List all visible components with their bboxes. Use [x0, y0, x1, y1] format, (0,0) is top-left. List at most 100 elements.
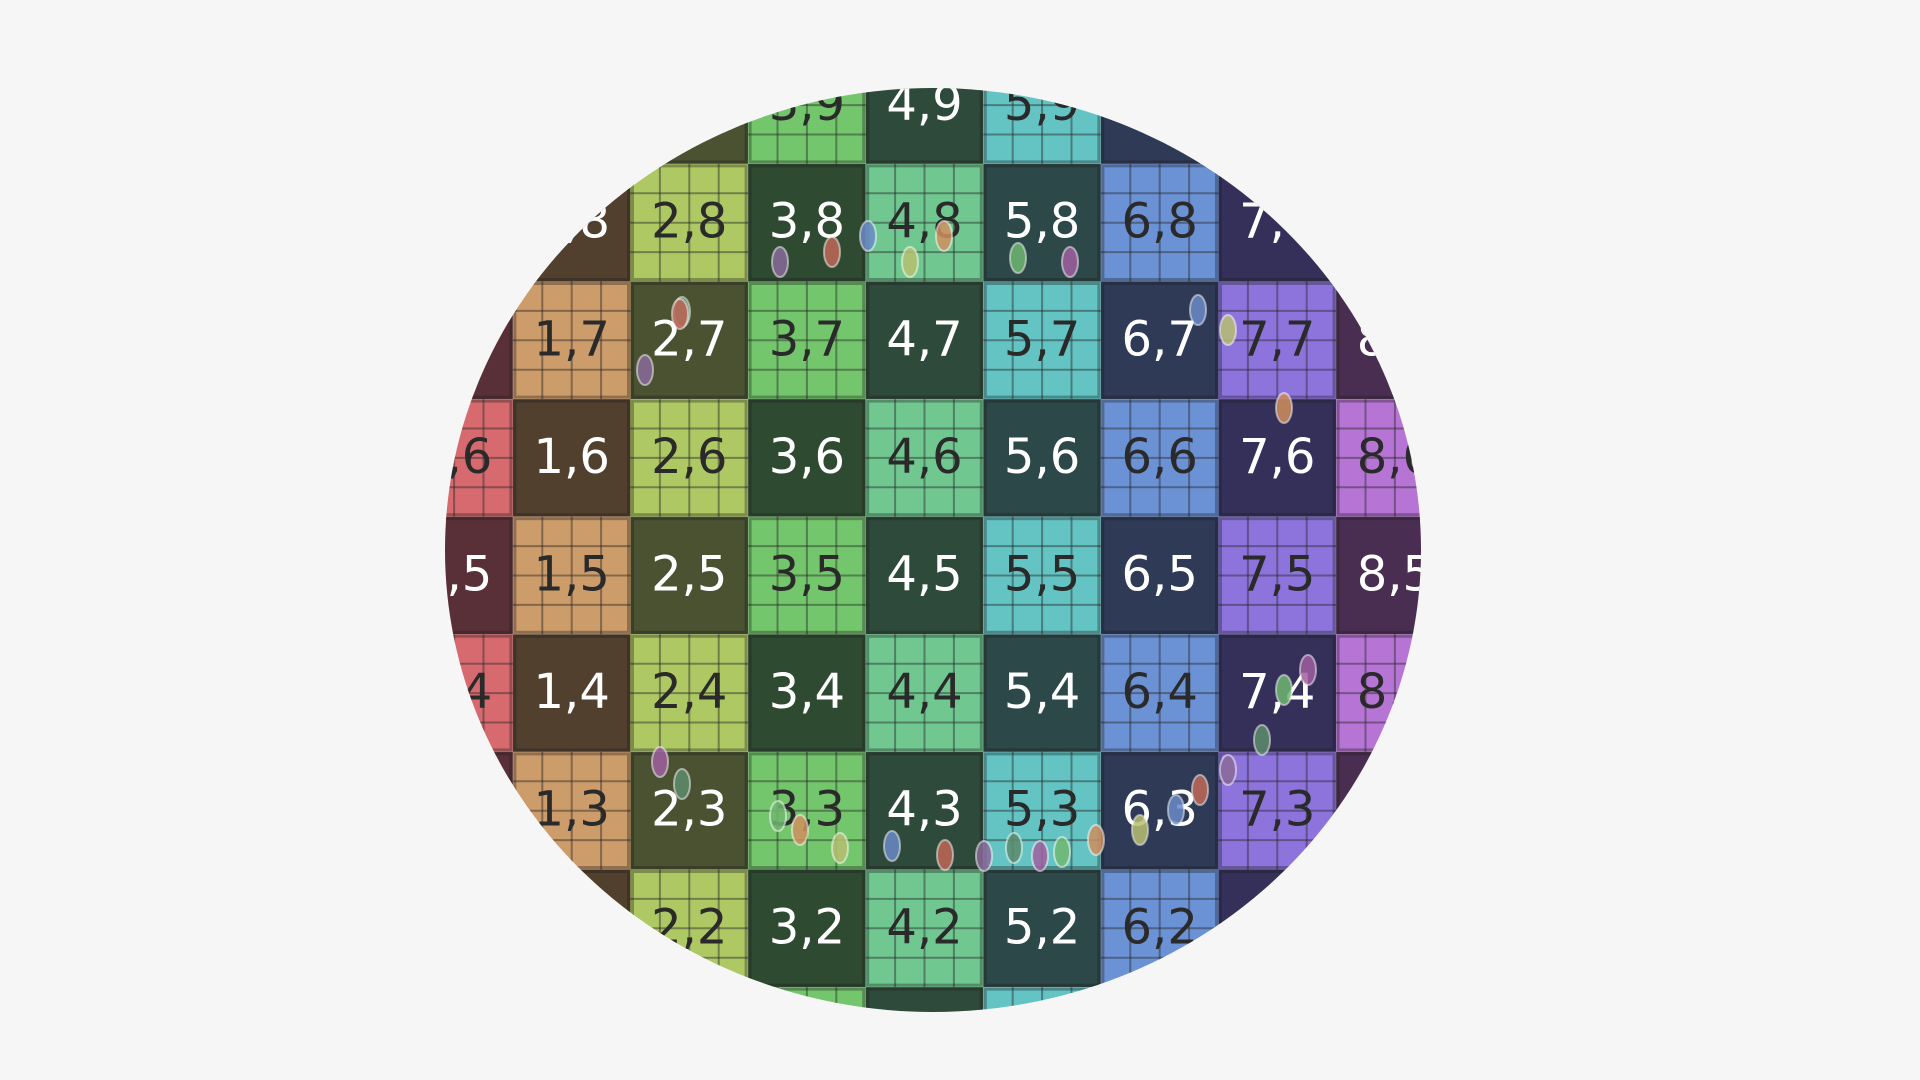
tile-label: 0,4: [416, 664, 492, 720]
tile: [630, 751, 749, 870]
droplet: [831, 832, 849, 864]
tile-border: [631, 987, 748, 1012]
tile-label: 8,6: [1357, 429, 1433, 485]
tile-border: [983, 282, 1101, 399]
tile: [748, 163, 866, 282]
tile-label: 5,8: [1004, 194, 1080, 250]
tile-border: [1219, 282, 1336, 399]
tile-label: 3,9: [769, 76, 845, 132]
tile-border: [513, 517, 631, 634]
tile-border: [1101, 634, 1219, 752]
tile-border: [1219, 987, 1336, 1012]
tile-border: [1101, 399, 1219, 517]
tile-label: 1,3: [534, 782, 610, 838]
tile: [512, 163, 631, 282]
tile: [512, 987, 631, 1012]
tile: [630, 399, 749, 517]
tile-border: [513, 634, 631, 752]
tile: [1100, 516, 1219, 635]
tile-border: [866, 282, 983, 399]
tile: [1336, 88, 1421, 164]
tile-border: [866, 88, 983, 164]
tile: [1218, 516, 1337, 635]
tile: [748, 869, 866, 988]
tile-border: [1101, 164, 1219, 281]
tile: [513, 0, 631, 46]
droplet: [883, 830, 901, 862]
droplet: [771, 246, 789, 278]
tile-label: 4,2: [886, 899, 962, 955]
tile: [1336, 869, 1421, 988]
tile: [983, 399, 1101, 517]
tile: [630, 163, 749, 282]
tile-border: [748, 399, 866, 517]
tile-label: 1,7: [534, 311, 610, 367]
tile-border: [631, 752, 748, 870]
tile: [512, 88, 631, 164]
tile-label: 6,6: [1122, 429, 1198, 485]
droplet: [935, 220, 953, 252]
droplet: [651, 746, 669, 778]
tile: [865, 869, 984, 988]
tile-border: [445, 987, 513, 1012]
tile-border: [1336, 870, 1421, 987]
droplet: [1219, 314, 1237, 346]
tile-label: 3,5: [769, 547, 845, 603]
tile-label: 4,4: [886, 664, 962, 720]
tile-label: 8,7: [1357, 311, 1433, 367]
tile-border: [631, 399, 748, 517]
droplet: [859, 220, 877, 252]
tile: [395, 0, 513, 46]
droplet: [1275, 392, 1293, 424]
tile-border: [445, 517, 513, 634]
tile-label: 6,4: [1122, 664, 1198, 720]
tile-border: [445, 870, 513, 987]
tile-border: [748, 282, 866, 399]
tile: [1218, 869, 1337, 988]
textured-disc: 3,9 4,9 5,91,8 2,8 3,8 4,8 5,8 6,8 7,81,7 2,7 3,7 4…: [395, 0, 1433, 1012]
tile-border: [1219, 752, 1336, 870]
tile-label: 6,2: [1122, 899, 1198, 955]
tile-border: [1101, 282, 1219, 399]
tile-border: [1336, 399, 1421, 517]
tile-label: 5,9: [1004, 76, 1080, 132]
tile: [748, 399, 866, 517]
tile-label: 3,4: [769, 664, 845, 720]
tile-label: 8,4: [1357, 664, 1433, 720]
droplet: [975, 840, 993, 872]
tile-label: 0,5: [416, 547, 492, 603]
tile: [1218, 88, 1337, 164]
tile: [983, 0, 1101, 46]
tile: [748, 987, 866, 1012]
tile-border: [983, 987, 1101, 1012]
tile-border: [748, 870, 866, 987]
tile-border: [513, 88, 631, 164]
tile-border: [631, 517, 748, 634]
tile: [983, 516, 1101, 635]
tile: [865, 163, 984, 282]
tile-label: 5,2: [1004, 899, 1080, 955]
tile: [445, 869, 513, 988]
tile-border: [445, 752, 513, 870]
tile-label: 2,4: [651, 664, 727, 720]
tile: [445, 987, 513, 1012]
tile-border: [1101, 517, 1219, 634]
tile-label: 2,5: [651, 547, 727, 603]
tile-label: 5,4: [1004, 664, 1080, 720]
droplet: [1189, 294, 1207, 326]
tile: [983, 281, 1101, 400]
tile-label: 5,3: [1004, 782, 1080, 838]
tile-label: 4,9: [886, 76, 962, 132]
tile-border: [631, 282, 748, 399]
droplet: [769, 800, 787, 832]
tile-label: 2,8: [651, 194, 727, 250]
tile-label: 4,3: [886, 782, 962, 838]
droplet: [1219, 754, 1237, 786]
tile: [1218, 281, 1337, 400]
tile-border: [1101, 987, 1219, 1012]
tile-border: [1101, 752, 1219, 870]
tile-label: 6,5: [1122, 547, 1198, 603]
droplet: [673, 768, 691, 800]
tile: [748, 516, 866, 635]
tile: [1336, 163, 1421, 282]
